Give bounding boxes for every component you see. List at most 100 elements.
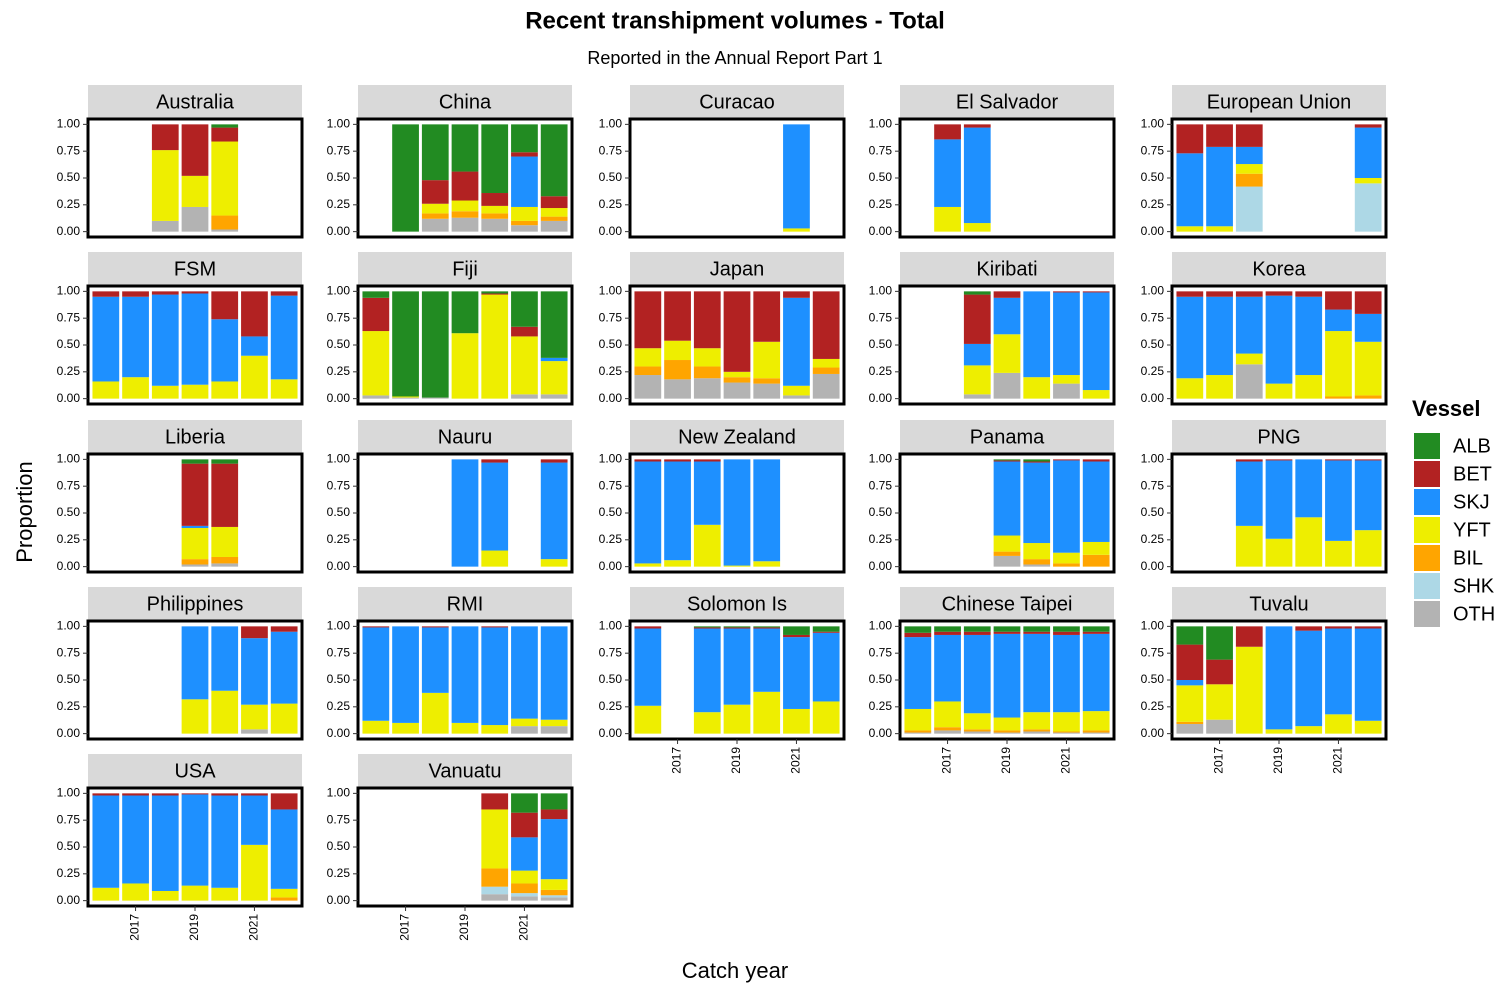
bar-segment: [693, 461, 721, 525]
bar-segment: [1295, 459, 1323, 518]
bar-segment: [1235, 173, 1263, 187]
y-axis-label: Proportion: [12, 461, 37, 563]
bar-segment: [481, 124, 509, 194]
bar-segment: [511, 812, 538, 838]
bar-segment: [783, 385, 810, 396]
bar-segment: [1023, 462, 1051, 544]
bar-segment: [181, 699, 209, 734]
y-tick-label: 0.25: [57, 197, 81, 211]
legend-key: [1414, 433, 1440, 459]
y-tick-label: 0.50: [57, 505, 81, 519]
bar-segment: [1354, 291, 1382, 314]
bar-segment: [151, 220, 179, 232]
y-tick-label: 0.50: [599, 170, 623, 184]
y-tick-label: 1.00: [1141, 117, 1165, 131]
bar-segment: [211, 127, 239, 142]
panel-border: [356, 786, 574, 908]
bar-segment: [1295, 726, 1323, 734]
y-tick-label: 0.25: [57, 866, 81, 880]
bar-segment: [211, 459, 239, 464]
bar-segment: [1053, 291, 1080, 293]
bar-segment: [241, 336, 268, 356]
bar-segment: [392, 626, 419, 723]
bar-segment: [540, 559, 568, 567]
bar-segment: [151, 890, 179, 901]
y-tick-label: 0.50: [1141, 170, 1165, 184]
bar-segment: [963, 729, 991, 732]
bar-segment: [1053, 634, 1080, 713]
bar-segment: [993, 297, 1021, 335]
bar-segment: [481, 291, 509, 294]
legend-label: ALB: [1453, 435, 1491, 457]
y-tick-label: 1.00: [1141, 619, 1165, 633]
y-tick-label: 1.00: [869, 284, 893, 298]
bar-segment: [812, 626, 840, 632]
bar-segment: [451, 217, 479, 232]
bar-segment: [481, 725, 509, 734]
panel-title: Chinese Taipei: [942, 593, 1073, 615]
bar-segment: [211, 795, 239, 888]
y-tick-label: 0.50: [1141, 672, 1165, 686]
panel-title: PNG: [1257, 426, 1300, 448]
bar-segment: [211, 381, 239, 399]
y-tick-label: 0.25: [57, 364, 81, 378]
bar-segment: [1206, 375, 1233, 399]
bar-segment: [540, 895, 568, 898]
strip: [358, 85, 572, 119]
bar-segment: [270, 295, 298, 380]
bar-segment: [783, 297, 810, 386]
y-tick-label: 0.25: [599, 532, 623, 546]
bar-segment: [1235, 296, 1263, 354]
bar-segment: [481, 793, 509, 810]
x-tick-label: 2019: [457, 914, 471, 941]
y-tick-label: 1.00: [57, 117, 81, 131]
bar-segment: [1235, 146, 1263, 165]
panel-title: Curacao: [699, 91, 775, 113]
bar-segment: [634, 366, 662, 376]
bar-segment: [481, 626, 509, 628]
bar-segment: [392, 722, 419, 734]
y-tick-label: 0.75: [57, 645, 81, 659]
bar-segment: [1176, 685, 1204, 722]
bar-segment: [1053, 459, 1080, 461]
bar-segment: [993, 461, 1021, 536]
bar-segment: [511, 124, 538, 153]
bar-segment: [1354, 313, 1382, 342]
bar-segment: [753, 627, 781, 629]
bar-segment: [783, 626, 810, 635]
panel-title: Vanuatu: [428, 760, 501, 782]
bar-segment: [181, 463, 209, 526]
bar-segment: [362, 291, 390, 298]
y-tick-label: 0.75: [599, 478, 623, 492]
bar-segment: [211, 793, 239, 796]
bar-segment: [1023, 377, 1051, 399]
bar-segment: [1265, 295, 1293, 384]
bar-segment: [540, 394, 568, 399]
bar-segment: [1176, 680, 1204, 686]
panel-title: USA: [174, 760, 216, 782]
panel-title: Japan: [710, 258, 765, 280]
strip: [900, 85, 1114, 119]
bar-segment: [270, 626, 298, 632]
y-tick-label: 0.50: [57, 672, 81, 686]
strip: [1172, 252, 1386, 286]
bar-segment: [904, 730, 932, 733]
x-tick-label: 2017: [940, 747, 954, 774]
bar-segment: [1295, 626, 1323, 631]
bar-segment: [812, 367, 840, 374]
bar-segment: [181, 124, 209, 176]
panel-border: [628, 117, 846, 239]
bar-segment: [211, 463, 239, 527]
y-tick-label: 0.00: [1141, 726, 1165, 740]
bar-segment: [421, 692, 449, 734]
bar-segment: [92, 291, 120, 297]
bar-segment: [211, 215, 239, 230]
bar-segment: [362, 626, 390, 628]
bar-segment: [270, 793, 298, 810]
legend-key: [1414, 461, 1440, 487]
y-tick-label: 0.25: [327, 532, 351, 546]
y-tick-label: 0.25: [1141, 532, 1165, 546]
bar-segment: [693, 626, 721, 628]
bar-segment: [1176, 723, 1204, 734]
y-tick-label: 1.00: [57, 619, 81, 633]
